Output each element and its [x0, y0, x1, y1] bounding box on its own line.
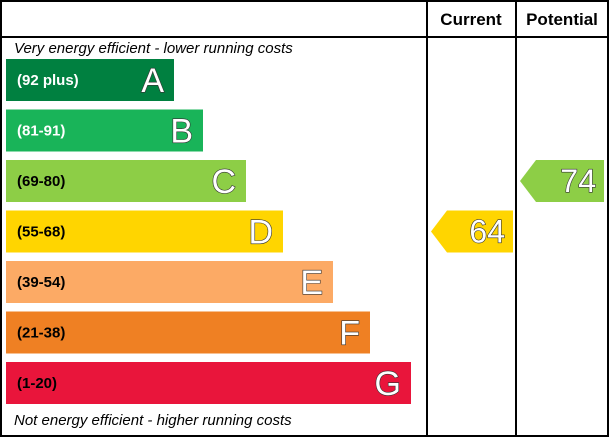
potential-rating-arrow — [520, 160, 604, 202]
current-rating-value: 64 — [469, 214, 505, 250]
band-c-bar — [6, 160, 246, 202]
band-c-letter: C — [211, 163, 236, 201]
top-note: Very energy efficient - lower running co… — [14, 40, 293, 57]
band-a-bar — [6, 59, 174, 101]
band-d-letter: D — [248, 214, 273, 252]
band-f-bar — [6, 311, 370, 354]
band-g-range: (1-20) — [17, 375, 57, 392]
band-g-letter: G — [375, 365, 401, 403]
rating-arrows: 64 74 — [431, 160, 604, 253]
band-b-range: (81-91) — [17, 123, 65, 140]
current-rating-arrow — [431, 210, 513, 253]
potential-header: Potential — [526, 10, 598, 29]
band-c-range: (69-80) — [17, 173, 65, 190]
band-e-letter: E — [300, 264, 323, 302]
band-d-bar — [6, 210, 283, 253]
band-f-range: (21-38) — [17, 325, 65, 342]
band-g-bar — [6, 362, 411, 404]
band-a-range: (92 plus) — [17, 72, 79, 89]
potential-rating-value: 74 — [560, 163, 596, 199]
band-a-letter: A — [141, 62, 164, 100]
band-b-letter: B — [170, 113, 193, 151]
rating-bands: (92 plus) A (81-91) B (69-80) C (55-68) D (39-54… — [6, 59, 411, 404]
band-e-range: (39-54) — [17, 274, 65, 291]
bottom-note: Not energy efficient - higher running co… — [14, 412, 292, 429]
current-header: Current — [440, 10, 502, 29]
band-f-letter: F — [339, 315, 360, 353]
band-d-range: (55-68) — [17, 224, 65, 241]
band-b-bar — [6, 109, 203, 152]
band-e-bar — [6, 261, 333, 303]
